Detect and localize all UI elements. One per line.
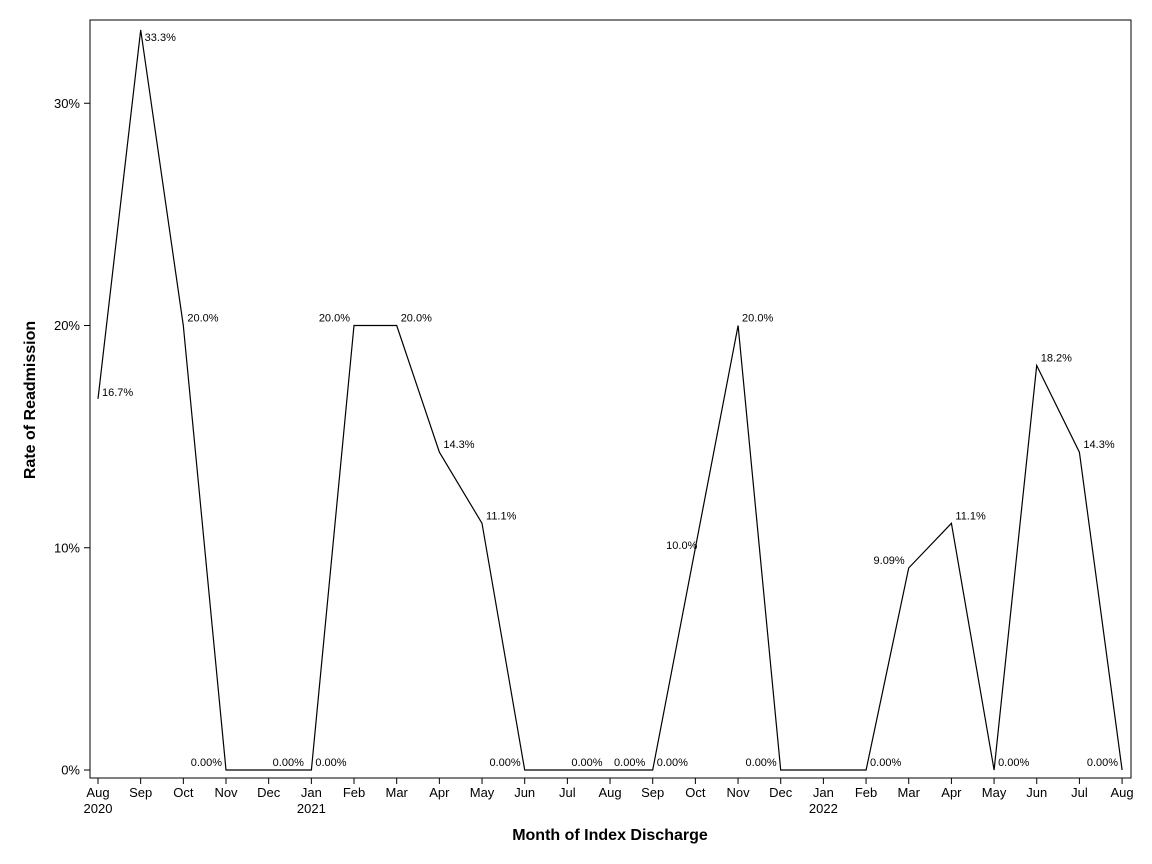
data-label: 0.00% xyxy=(614,757,645,769)
data-label: 0.00% xyxy=(191,757,222,769)
y-axis-title: Rate of Readmission xyxy=(22,321,39,479)
x-tick-year-label: 2020 xyxy=(84,801,113,816)
data-labels-group: 16.7% 33.3% 20.0% 0.00% 0.00% 0.00% 20.0% 20.0%… xyxy=(102,32,1118,769)
x-tick-label: Feb xyxy=(343,785,365,800)
x-tick-label: Jun xyxy=(1026,785,1047,800)
y-tick-label: 0% xyxy=(61,763,80,778)
x-tick-year-label: 2021 xyxy=(297,801,326,816)
plot-frame xyxy=(89,19,1132,779)
data-label: 0.00% xyxy=(746,757,777,769)
y-tick-label: 10% xyxy=(54,540,80,555)
data-label: 0.00% xyxy=(870,757,901,769)
data-label: 0.00% xyxy=(315,757,346,769)
x-tick-label: Apr xyxy=(429,785,450,800)
data-label: 0.00% xyxy=(273,757,304,769)
y-axis: 0% 10% 20% 30% xyxy=(54,96,90,778)
x-tick-label: Mar xyxy=(898,785,921,800)
x-tick-label: May xyxy=(470,785,495,800)
x-tick-year-label: 2022 xyxy=(809,801,838,816)
x-tick-label: Apr xyxy=(941,785,962,800)
data-label: 18.2% xyxy=(1041,353,1072,365)
data-label: 20.0% xyxy=(187,313,218,325)
x-tick-label: Oct xyxy=(685,785,706,800)
x-tick-label: Mar xyxy=(385,785,408,800)
data-label: 20.0% xyxy=(401,313,432,325)
data-label: 16.7% xyxy=(102,387,133,399)
data-label: 33.3% xyxy=(145,32,176,44)
data-label: 20.0% xyxy=(742,313,773,325)
x-tick-label: Jul xyxy=(1071,785,1088,800)
data-label: 14.3% xyxy=(1083,439,1114,451)
data-label: 0.00% xyxy=(489,757,520,769)
x-tick-label: Jun xyxy=(514,785,535,800)
data-label: 0.00% xyxy=(1087,757,1118,769)
series-group xyxy=(97,29,1123,771)
x-tick-label: Aug xyxy=(598,785,621,800)
x-tick-label: Dec xyxy=(257,785,281,800)
data-label: 10.0% xyxy=(666,540,697,552)
data-label: 0.00% xyxy=(571,757,602,769)
x-tick-label: Jul xyxy=(559,785,576,800)
x-tick-label: Sep xyxy=(641,785,664,800)
x-tick-label: Nov xyxy=(214,785,238,800)
x-tick-label: Sep xyxy=(129,785,152,800)
x-tick-label: Jan xyxy=(813,785,834,800)
data-label: 0.00% xyxy=(998,757,1029,769)
data-label: 0.00% xyxy=(657,757,688,769)
x-tick-label: Aug xyxy=(86,785,109,800)
x-tick-label: Feb xyxy=(855,785,877,800)
x-axis-title: Month of Index Discharge xyxy=(512,827,708,844)
x-tick-label: Aug xyxy=(1111,785,1134,800)
y-tick-label: 20% xyxy=(54,318,80,333)
x-tick-label: Jan xyxy=(301,785,322,800)
series-line xyxy=(97,29,1123,771)
data-label: 11.1% xyxy=(955,510,986,522)
data-label: 14.3% xyxy=(443,439,474,451)
x-tick-label: May xyxy=(982,785,1007,800)
data-label: 11.1% xyxy=(486,510,517,522)
data-label: 20.0% xyxy=(319,313,350,325)
x-tick-label: Oct xyxy=(173,785,194,800)
x-tick-label: Nov xyxy=(726,785,750,800)
y-tick-label: 30% xyxy=(54,96,80,111)
x-tick-label: Dec xyxy=(769,785,793,800)
data-label: 9.09% xyxy=(874,555,905,567)
